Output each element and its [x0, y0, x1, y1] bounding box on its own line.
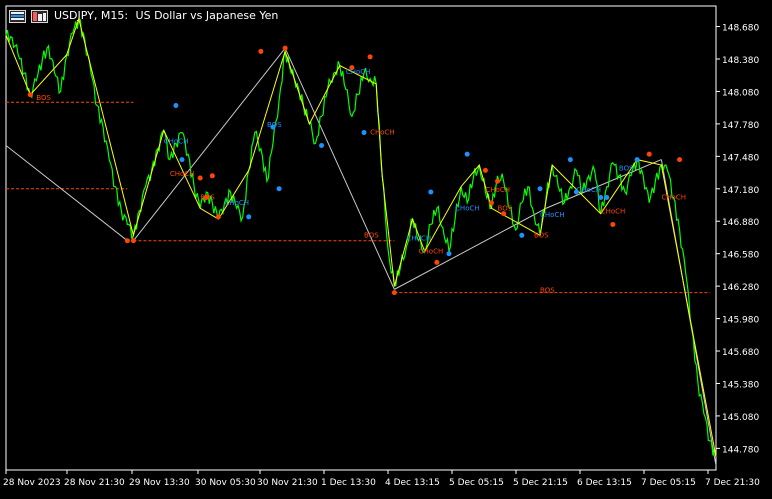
x-tick-label: 7 Dec 21:30 — [705, 478, 760, 488]
x-tick-label: 28 Nov 2023 — [3, 478, 61, 488]
swing-line — [5, 145, 128, 242]
structure-label: CHoCH — [164, 137, 189, 145]
swing-high-dot — [319, 143, 325, 149]
y-tick-label: 145.680 — [722, 348, 759, 358]
structure-label: CHoCH — [485, 186, 510, 194]
swing-low-dot — [282, 45, 288, 51]
x-tick-label: 7 Dec 05:15 — [641, 478, 696, 488]
x-tick-label: 1 Dec 13:30 — [321, 478, 376, 488]
y-tick-label: 146.880 — [722, 218, 759, 228]
structure-label: CHoCH — [540, 211, 565, 219]
swing-high-dot — [573, 189, 579, 195]
y-tick-label: 147.480 — [722, 153, 759, 163]
x-tick-label: 30 Nov 05:30 — [195, 478, 256, 488]
y-tick-label: 147.780 — [722, 121, 759, 131]
y-tick-label: 146.580 — [722, 251, 759, 261]
swing-high-dot — [361, 130, 367, 136]
swing-low-dot — [215, 214, 221, 220]
structure-label: BOS — [534, 231, 549, 239]
structure-label: BOS — [619, 164, 634, 172]
structure-label: BOS — [200, 194, 215, 202]
swing-line — [284, 47, 395, 290]
x-tick-label: 5 Dec 05:15 — [449, 478, 504, 488]
swing-low-dot — [258, 48, 264, 54]
y-tick-label: 145.980 — [722, 316, 759, 326]
swing-low-dot — [488, 200, 494, 206]
swing-line — [133, 47, 286, 242]
structure-label: CHoCH — [407, 235, 432, 243]
swing-high-dot — [598, 194, 604, 200]
structure-label: BOS — [36, 94, 51, 102]
swing-low-dot — [124, 238, 130, 244]
swing-low-dot — [209, 173, 215, 179]
y-tick-label: 147.180 — [722, 186, 759, 196]
swing-low-dot — [197, 175, 203, 181]
swing-high-dot — [428, 189, 434, 195]
structure-label: BOS — [498, 204, 513, 212]
swing-low-dot — [130, 238, 136, 244]
structure-label: CHoCH — [576, 186, 601, 194]
chart-description: US Dollar vs Japanese Yen — [135, 9, 279, 22]
structure-label: BOS — [540, 287, 555, 295]
swing-low-dot — [434, 259, 440, 265]
structure-label: CHoCH — [370, 129, 395, 137]
swing-low-dot — [349, 65, 355, 71]
y-tick-label: 144.780 — [722, 445, 759, 455]
swing-low-dot — [610, 221, 616, 227]
y-tick-label: 148.080 — [722, 88, 759, 98]
x-tick-label: 5 Dec 21:15 — [513, 478, 568, 488]
swing-low-dot — [27, 92, 33, 98]
y-tick-label: 148.380 — [722, 56, 759, 66]
y-tick-label: 148.680 — [722, 24, 759, 34]
x-tick-label: 6 Dec 13:15 — [577, 478, 632, 488]
structure-label: BOS — [267, 121, 282, 129]
swing-high-dot — [567, 157, 573, 163]
swing-line — [394, 207, 547, 290]
x-tick-label: 28 Nov 21:30 — [64, 478, 125, 488]
swing-low-dot — [391, 290, 397, 296]
swing-high-dot — [464, 151, 470, 157]
swing-low-dot — [482, 167, 488, 173]
swing-high-dot — [446, 251, 452, 257]
swing-high-dot — [246, 214, 252, 220]
swing-low-dot — [495, 178, 501, 184]
swing-low-dot — [677, 157, 683, 163]
x-tick-label: 29 Nov 13:30 — [129, 478, 190, 488]
chart-title: USDJPY, M15: US Dollar vs Japanese Yen — [54, 9, 282, 22]
swing-low-dot — [646, 151, 652, 157]
price-line — [5, 18, 717, 458]
swing-low-dot — [501, 211, 507, 217]
swing-high-dot — [604, 194, 610, 200]
structure-label: CHoCH — [346, 68, 371, 76]
structure-label: CHoCH — [661, 194, 686, 202]
swing-high-dot — [634, 157, 640, 163]
structure-label: CHoCH — [224, 199, 249, 207]
structure-label: CHoCH — [170, 170, 195, 178]
y-tick-label: 146.280 — [722, 283, 759, 293]
swing-high-dot — [519, 232, 525, 238]
swing-high-dot — [179, 157, 185, 163]
x-tick-label: 30 Nov 21:30 — [257, 478, 318, 488]
chart-symbol: USDJPY, M15: — [54, 9, 129, 22]
swing-high-dot — [276, 186, 282, 192]
x-tick-label: 4 Dec 13:15 — [385, 478, 440, 488]
swing-low-dot — [203, 194, 209, 200]
structure-label: CHoCH — [601, 208, 626, 216]
zigzag-line — [5, 17, 717, 458]
chart-window-icon[interactable] — [9, 9, 27, 28]
swing-low-dot — [367, 54, 373, 60]
swing-high-dot — [537, 186, 543, 192]
structure-label: CHoCH — [455, 204, 480, 212]
structure-label: CHoCH — [419, 248, 444, 256]
swing-high-dot — [270, 124, 276, 130]
y-tick-label: 145.380 — [722, 380, 759, 390]
y-tick-label: 145.080 — [722, 413, 759, 423]
market-watch-icon[interactable] — [31, 9, 49, 28]
swing-high-dot — [173, 103, 179, 109]
structure-label: BOS — [364, 231, 379, 239]
